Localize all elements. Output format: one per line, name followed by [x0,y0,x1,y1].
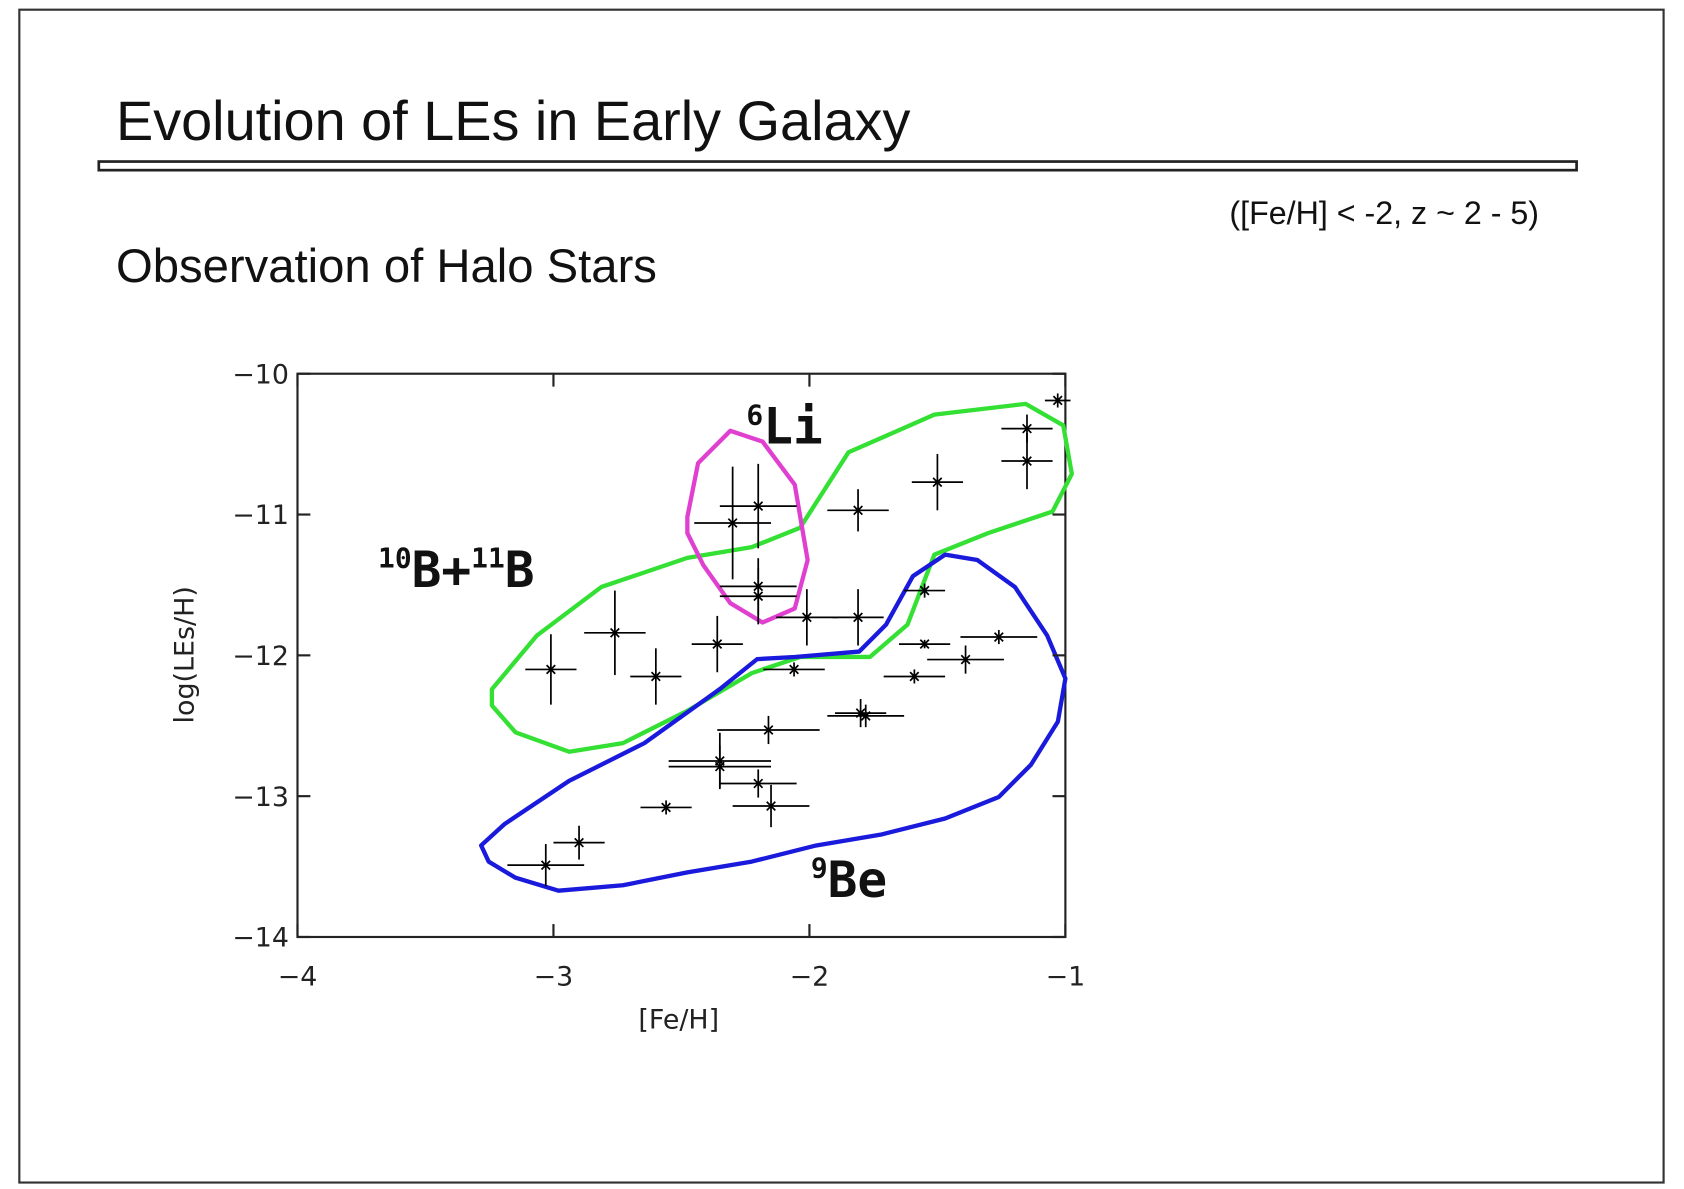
point [540,860,551,871]
x-tick-label: −3 [534,961,574,992]
y-tick-label: −13 [232,782,289,813]
point [932,477,943,488]
point [766,801,776,811]
point [753,778,764,789]
mass-number: 6 [746,398,763,431]
lithium-region [685,428,810,625]
y-tick-label: −12 [232,641,289,672]
point [909,671,920,682]
x-tick-label: −4 [278,961,318,992]
element: Li [763,398,822,456]
x-tick-label: −1 [1046,961,1086,992]
slide-heading: Observation of Halo Stars [116,240,657,293]
point [545,664,556,675]
point [650,671,661,682]
slide-title: Evolution of LEs in Early Galaxy [116,89,910,152]
point [753,501,764,512]
point [1052,395,1063,406]
point [960,654,971,665]
element: B+ [412,541,471,599]
element: Be [828,851,887,909]
x-axis-label: [Fe/H] [638,1004,719,1035]
point [801,612,812,623]
point [853,612,863,623]
point [712,639,723,650]
y-tick-label: −10 [232,359,289,390]
beryllium-label: 9Be [811,851,887,909]
boron-region [489,401,1074,754]
y-axis-label: log(LEs/H) [169,586,200,723]
point [661,802,671,813]
point [853,505,863,516]
boron-label: 10B+11B [378,541,534,599]
mass-number: 11 [471,542,505,575]
point [727,518,738,528]
x-tick-label: −2 [790,961,830,992]
point [574,837,584,848]
plot: [Fe/H] log(LEs/H) 10B+11B 6Li 9Be −4 −3 −2… [169,359,1085,1035]
y-tick-label: −14 [232,923,289,954]
lithium-label: 6Li [746,398,822,456]
point [1022,423,1032,434]
mass-number: 10 [378,542,412,575]
slide-note: ([Fe/H] < -2, z ~ 2 - 5) [1229,195,1539,231]
point [753,591,764,602]
mass-number: 9 [811,852,828,885]
point [609,627,620,638]
element: B [505,541,535,599]
point [919,639,930,650]
point [714,761,725,772]
point [789,664,799,675]
point [1022,456,1032,466]
y-tick-label: −11 [232,500,289,531]
point [763,725,774,735]
point [919,585,930,596]
point [993,632,1004,642]
slide-border [18,8,1665,1184]
title-rule [97,160,1578,172]
point [855,708,866,719]
beryllium-region [478,552,1068,893]
